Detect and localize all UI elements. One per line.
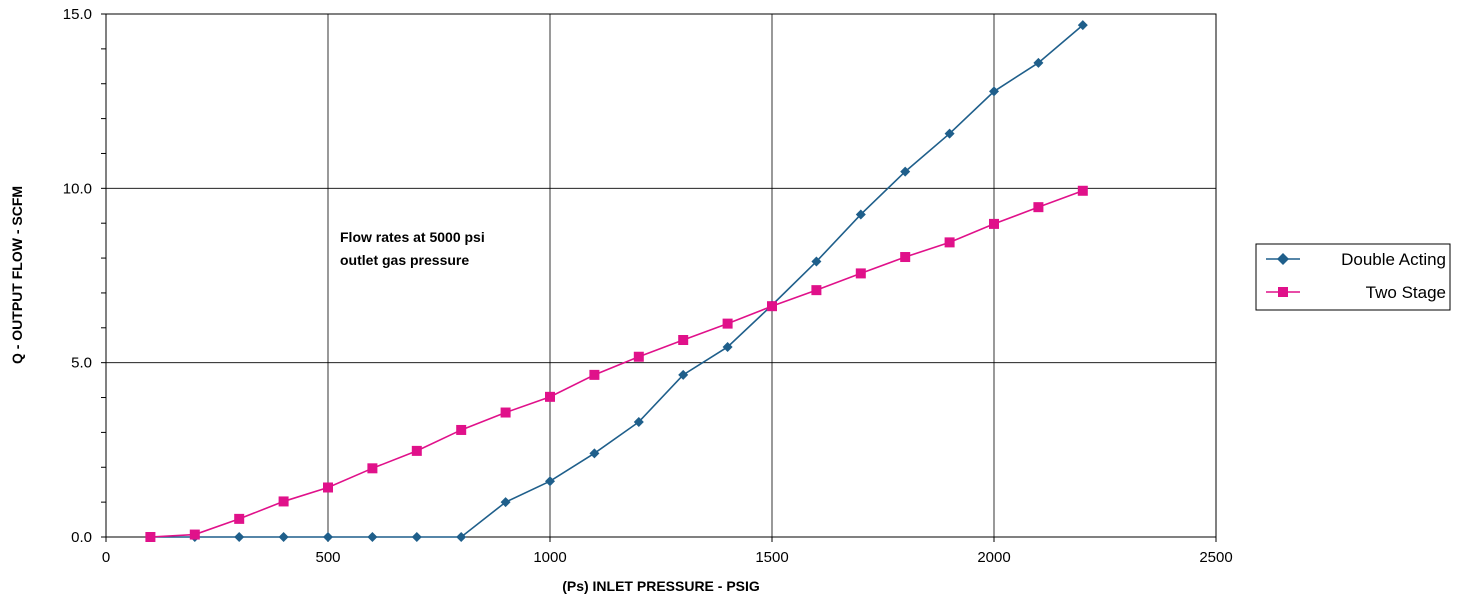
data-point-two-stage (589, 369, 600, 380)
data-point-double-acting (456, 532, 467, 542)
data-point-double-acting (633, 416, 644, 427)
legend-marker-double-acting (1277, 253, 1289, 265)
annotation-line-1: Flow rates at 5000 psi (340, 229, 485, 245)
data-point-double-acting (234, 532, 245, 542)
x-tick-label: 500 (315, 549, 340, 566)
legend: Double Acting Two Stage (1255, 243, 1451, 311)
data-point-two-stage (1033, 202, 1044, 213)
axis-ticks: 0 500 1000 1500 2000 2500 0.0 5.0 10.0 15.0 (63, 6, 1233, 566)
data-point-double-acting (545, 476, 555, 487)
data-point-double-acting (944, 128, 955, 139)
legend-marker-two-stage (1278, 287, 1288, 297)
data-point-two-stage (900, 252, 911, 263)
data-point-double-acting (1033, 57, 1044, 68)
y-axis-title: Q - OUTPUT FLOW - SCFM (9, 186, 25, 364)
data-point-double-acting (589, 448, 600, 459)
data-point-double-acting (900, 166, 911, 177)
data-point-double-acting (411, 532, 422, 542)
data-point-two-stage (811, 285, 822, 296)
annotation-line-2: outlet gas pressure (340, 252, 469, 268)
data-point-double-acting (367, 532, 378, 542)
data-point-two-stage (367, 463, 378, 474)
data-point-two-stage (989, 218, 999, 229)
data-point-two-stage (500, 407, 511, 418)
series-group (145, 20, 1088, 542)
data-point-two-stage (278, 496, 289, 507)
legend-box (1255, 243, 1451, 311)
data-point-two-stage (411, 445, 422, 456)
data-point-double-acting (811, 256, 822, 267)
data-point-two-stage (323, 482, 333, 493)
data-point-two-stage (633, 351, 644, 362)
x-tick-label: 0 (102, 549, 110, 566)
data-point-two-stage (234, 513, 245, 524)
plot-area-frame (105, 13, 1217, 538)
data-point-double-acting (855, 209, 866, 220)
data-point-two-stage (944, 237, 955, 248)
data-point-double-acting (278, 532, 289, 542)
series-line-double-acting (150, 24, 1084, 538)
data-point-double-acting (722, 341, 733, 352)
data-point-two-stage (678, 335, 689, 346)
data-point-two-stage (545, 391, 555, 402)
y-tick-label: 10.0 (63, 180, 92, 197)
y-tick-label: 0.0 (71, 529, 92, 546)
data-point-double-acting (323, 532, 333, 542)
data-point-two-stage (855, 268, 866, 279)
data-point-two-stage (145, 532, 156, 542)
data-point-double-acting (1077, 20, 1088, 31)
data-point-two-stage (1077, 185, 1088, 196)
x-axis-title: (Ps) INLET PRESSURE - PSIG (562, 578, 760, 594)
data-point-two-stage (189, 529, 200, 540)
data-point-two-stage (722, 318, 733, 329)
x-tick-label: 1000 (533, 549, 566, 566)
data-point-double-acting (500, 497, 511, 508)
y-tick-label: 5.0 (71, 355, 92, 372)
data-point-two-stage (456, 424, 467, 435)
x-tick-label: 2500 (1199, 549, 1232, 566)
data-point-double-acting (989, 86, 999, 97)
series-line-two-stage (150, 190, 1084, 538)
legend-label-two-stage: Two Stage (1366, 283, 1446, 302)
data-point-two-stage (767, 301, 777, 312)
grid (106, 14, 1216, 537)
x-tick-label: 2000 (977, 549, 1010, 566)
x-tick-label: 1500 (755, 549, 788, 566)
data-point-double-acting (678, 369, 689, 380)
legend-label-double-acting: Double Acting (1341, 250, 1446, 269)
y-tick-label: 15.0 (63, 6, 92, 23)
